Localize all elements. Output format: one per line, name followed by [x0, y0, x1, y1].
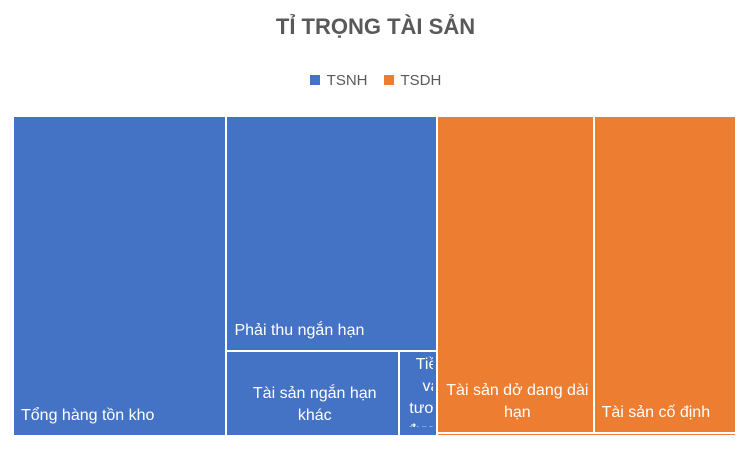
cell-label-text: Phải thu ngắn hạn [234, 321, 365, 339]
legend-label: TSDH [400, 72, 442, 89]
legend: TSNH TSDH [0, 72, 751, 89]
treemap-cell: Tiền và tương đương tiền [399, 350, 438, 436]
treemap-cell: Tài sản dở dang dài hạn [437, 116, 594, 433]
legend-item: TSNH [309, 72, 368, 89]
cell-label-text: Tài sản dở dang dài hạn [446, 381, 589, 421]
treemap-cell [437, 432, 736, 436]
treemap-cell: Tổng hàng tồn kho [13, 116, 227, 436]
cell-label: Tổng hàng tồn kho [21, 405, 222, 427]
cell-label: Tài sản ngắn hạn khác [234, 383, 395, 427]
cell-label-text: Tổng hàng tồn kho [21, 407, 155, 424]
treemap-cell: Phải thu ngắn hạn [226, 116, 438, 351]
legend-swatch [309, 75, 320, 85]
cell-label-text: Tài sản ngắn hạn khác [252, 384, 377, 424]
legend-item: TSDH [383, 72, 442, 89]
cell-label: Tiền và tương đương tiền [407, 354, 433, 427]
legend-label: TSNH [326, 72, 368, 89]
cell-label: Phải thu ngắn hạn [234, 320, 433, 342]
treemap-cell: Tài sản ngắn hạn khác [226, 350, 400, 436]
treemap-cell: Tài sản cố định [593, 116, 736, 433]
chart-title: TỈ TRỌNG TÀI SẢN [275, 14, 476, 39]
cell-label: Tài sản cố định [602, 402, 732, 424]
cell-label: Tài sản dở dang dài hạn [445, 380, 589, 424]
cell-label-text: Tài sản cố định [601, 403, 711, 421]
legend-swatch [383, 75, 394, 85]
cell-label-text: Tiền và tương đương tiền [407, 355, 434, 427]
